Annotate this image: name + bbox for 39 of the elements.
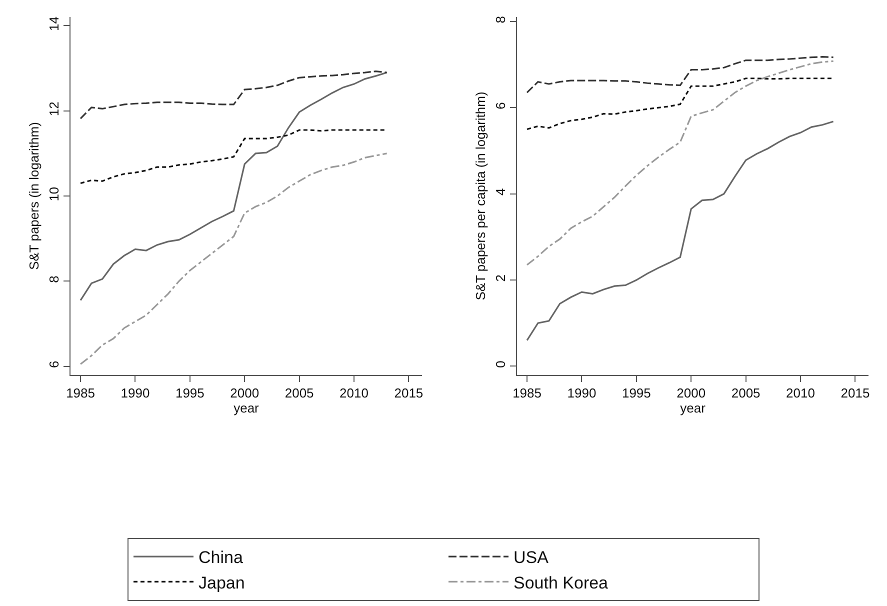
x-tick-label: 2005 xyxy=(284,386,314,400)
line-series xyxy=(80,72,388,302)
y-tick-label: 8 xyxy=(46,276,62,283)
x-axis-title: year xyxy=(234,400,260,416)
x-tick-label: 2010 xyxy=(340,386,368,400)
y-tick-label: 10 xyxy=(46,186,62,202)
legend-label: South Korea xyxy=(514,573,609,592)
y-tick-label: 14 xyxy=(46,16,62,31)
line-series xyxy=(526,60,834,266)
x-tick-label: 1990 xyxy=(120,386,150,400)
y-tick-label: 0 xyxy=(492,360,508,368)
x-tick-label: 2000 xyxy=(230,386,260,400)
x-tick-label: 2015 xyxy=(394,386,424,400)
x-tick-label: 1985 xyxy=(66,386,95,400)
line-series xyxy=(526,56,834,94)
x-tick-label: 1985 xyxy=(512,386,542,400)
line-series xyxy=(80,70,388,120)
legend-label: China xyxy=(198,548,244,568)
y-tick-label: 6 xyxy=(46,360,62,368)
y-axis-title: S&T papers (in logarithm) xyxy=(26,122,42,270)
x-tick-label: 2015 xyxy=(840,386,870,400)
x-tick-label: 1995 xyxy=(622,386,651,400)
x-tick-label: 2000 xyxy=(676,386,706,400)
x-tick-label: 1995 xyxy=(175,386,204,400)
legend-label: Japan xyxy=(198,573,245,592)
line-series xyxy=(80,152,388,365)
y-tick-label: 6 xyxy=(492,102,508,110)
y-axis-title: S&T papers per capita (in logarithm) xyxy=(472,92,488,300)
line-series xyxy=(526,78,834,130)
legend-label: USA xyxy=(514,548,550,568)
y-tick-label: 12 xyxy=(46,102,62,116)
x-tick-label: 2010 xyxy=(786,386,815,400)
x-axis-title: year xyxy=(680,400,706,416)
x-tick-label: 2005 xyxy=(731,386,760,400)
y-tick-label: 4 xyxy=(492,188,508,196)
y-tick-label: 2 xyxy=(492,274,508,282)
y-tick-label: 8 xyxy=(492,16,508,24)
x-tick-label: 1990 xyxy=(567,386,596,400)
line-series xyxy=(526,120,834,342)
